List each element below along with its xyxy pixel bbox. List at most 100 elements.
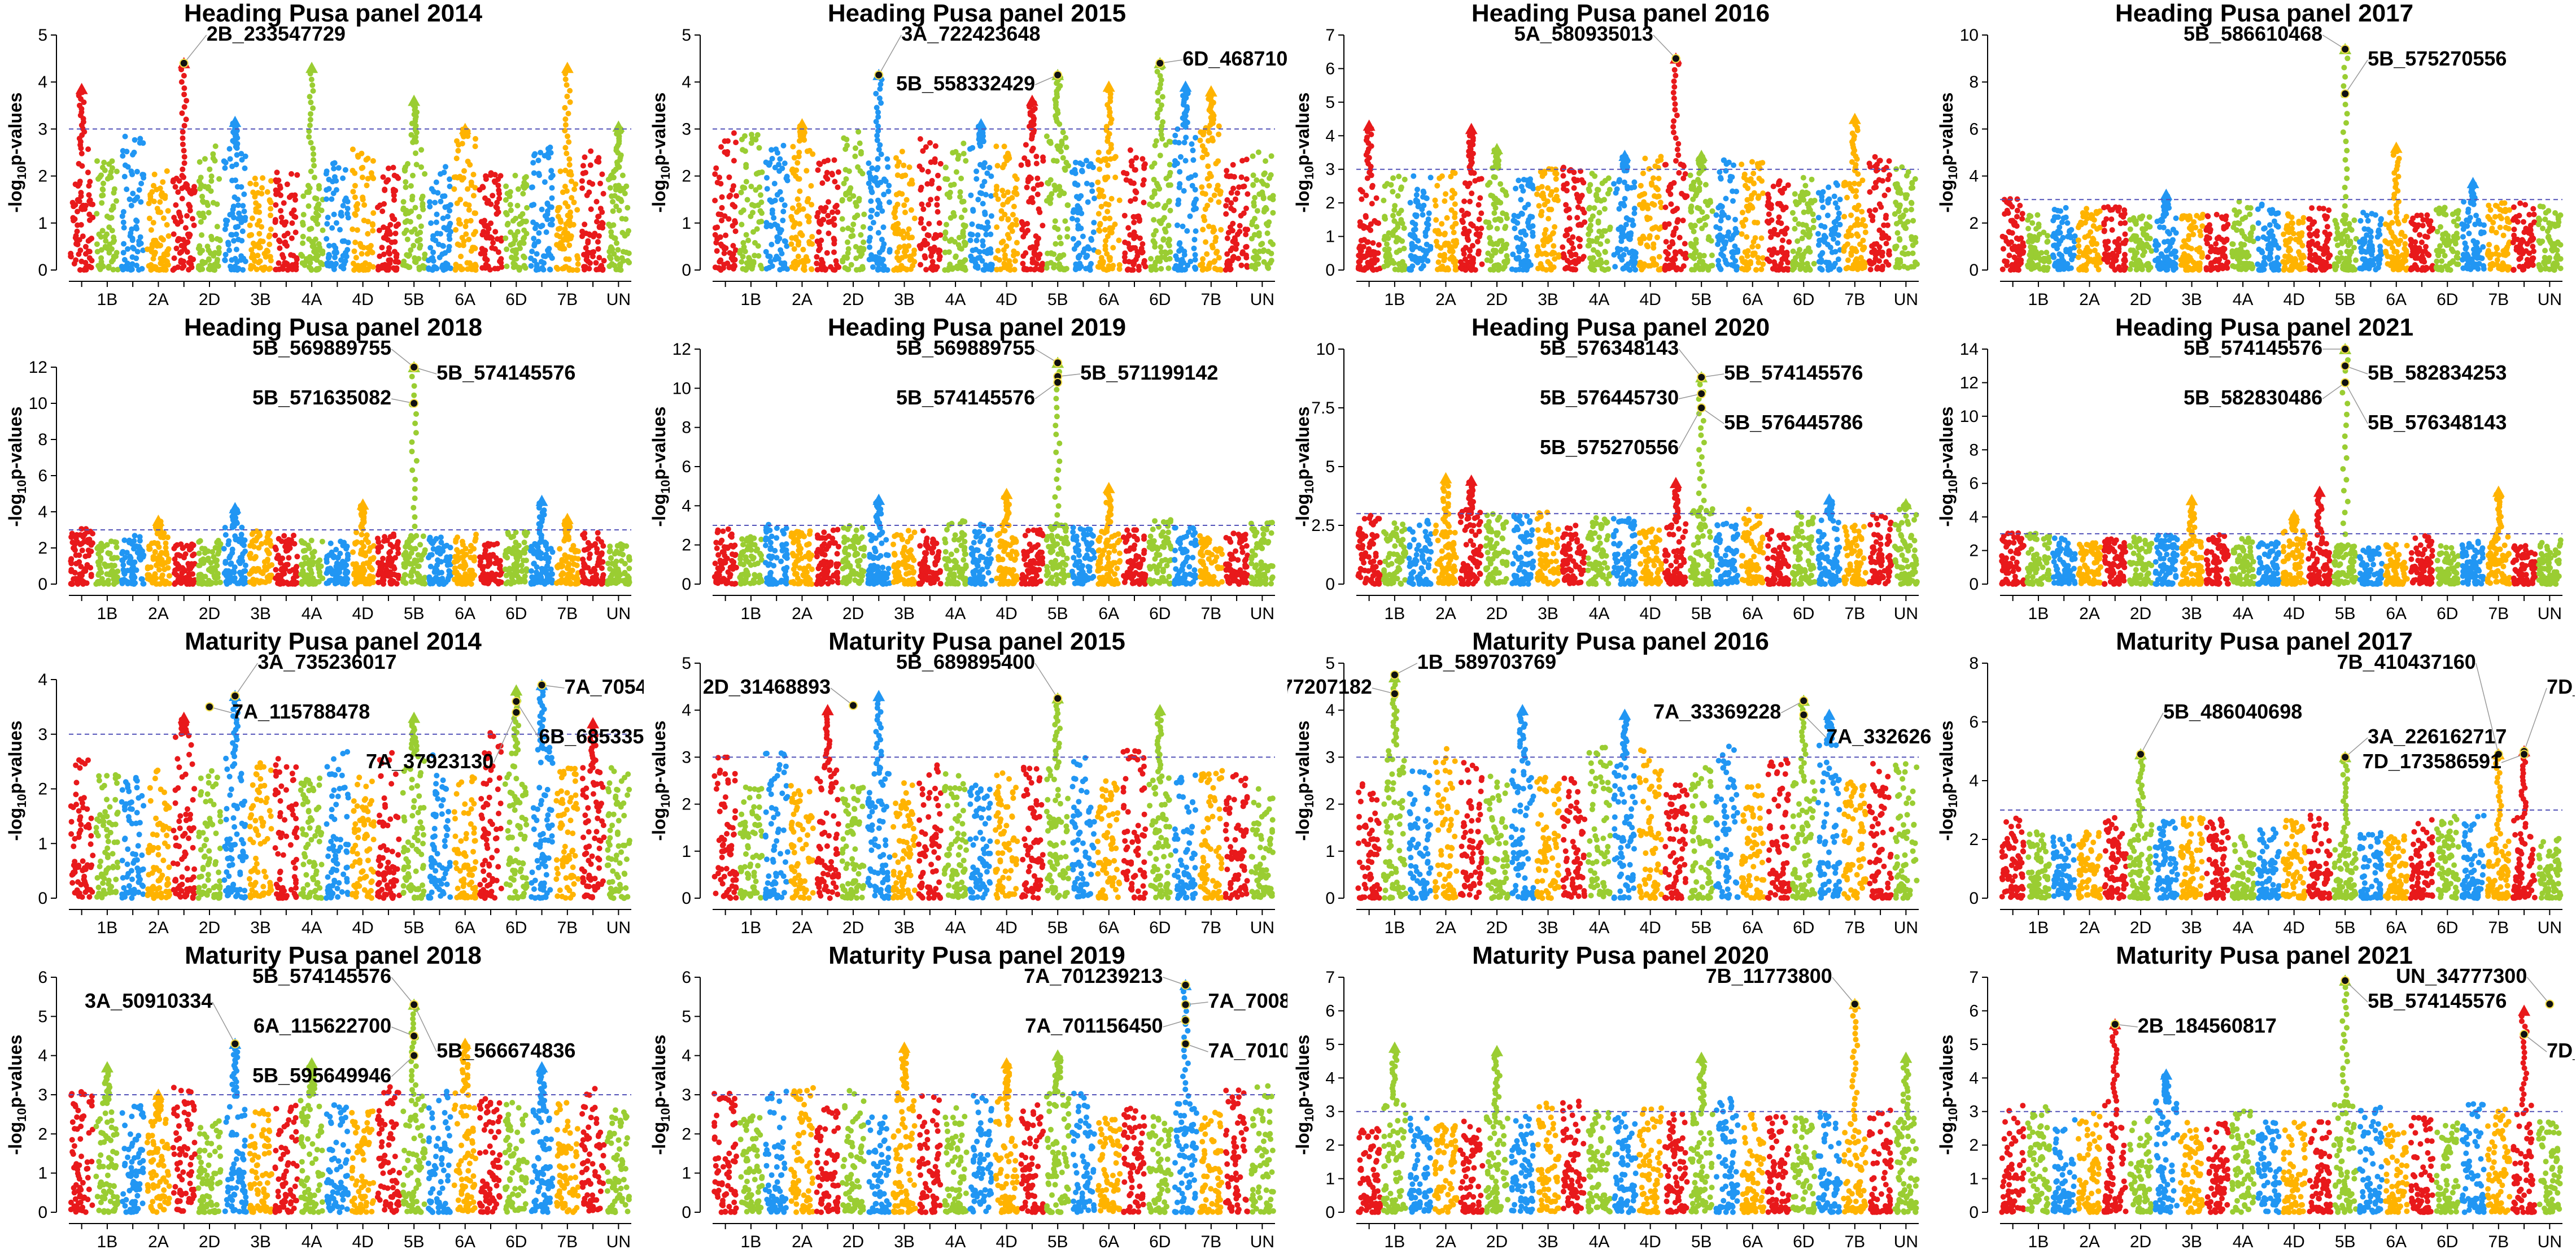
snp-point: [441, 169, 447, 176]
peak-marker: [796, 118, 809, 130]
snp-point: [802, 259, 809, 264]
snp-point: [732, 263, 738, 269]
snp-point: [968, 192, 974, 198]
snp-point: [1757, 166, 1763, 172]
snp-point: [1549, 230, 1556, 237]
snp-point: [103, 238, 109, 244]
snp-point: [276, 260, 282, 266]
snp-point: [238, 253, 244, 259]
snp-point: [1613, 190, 1619, 196]
snp-point: [433, 219, 439, 225]
snp-point: [1472, 178, 1478, 184]
snp-point: [1239, 250, 1246, 256]
snp-point: [721, 250, 727, 256]
snp-point: [567, 169, 574, 175]
snp-point: [1079, 168, 1085, 175]
snp-point: [979, 258, 985, 264]
snp-point: [809, 202, 815, 208]
snp-point: [573, 181, 579, 188]
snp-point: [1206, 223, 1212, 229]
snp-point: [1620, 234, 1626, 240]
snp-point: [555, 266, 561, 272]
snp-point: [121, 256, 128, 263]
snp-point: [1540, 242, 1547, 249]
snp-point: [1158, 77, 1164, 83]
snp-point: [1141, 199, 1147, 206]
snp-point: [566, 139, 572, 145]
snp-point: [866, 256, 872, 263]
snp-point: [980, 238, 986, 244]
snp-point: [180, 237, 186, 243]
snp-point: [796, 207, 802, 213]
snp-point: [969, 232, 975, 238]
snp-point: [1108, 142, 1114, 148]
snp-point: [1758, 235, 1765, 241]
snp-point: [835, 184, 841, 190]
snp-point: [564, 93, 570, 99]
snp-point: [1372, 257, 1378, 263]
snp-point: [1442, 232, 1448, 238]
snp-point: [1038, 181, 1044, 188]
snp-point: [78, 190, 84, 195]
snp-point: [810, 151, 816, 157]
snp-point: [1469, 190, 1475, 197]
snp-point: [1534, 191, 1540, 197]
snp-point: [482, 251, 488, 257]
snp-point: [531, 153, 537, 159]
snp-point: [829, 172, 835, 178]
snp-point: [180, 166, 186, 172]
snp-point: [1136, 263, 1142, 269]
snp-point: [498, 256, 504, 262]
snp-point: [983, 232, 989, 238]
snp-point: [1103, 157, 1109, 163]
snp-point: [1369, 201, 1375, 207]
snp-point: [280, 252, 285, 258]
snp-point: [906, 226, 912, 232]
snp-point: [1592, 173, 1598, 179]
snp-point: [1810, 211, 1816, 217]
snp-point: [997, 266, 1003, 272]
snp-point: [312, 255, 317, 262]
snp-point: [147, 196, 154, 202]
snp-point: [443, 164, 448, 170]
snp-point: [128, 202, 134, 208]
snp-point: [926, 221, 932, 227]
snp-point: [1795, 238, 1801, 244]
snp-point: [1805, 227, 1811, 233]
snp-point: [1063, 144, 1069, 150]
snp-point: [809, 241, 815, 247]
snp-point: [899, 149, 905, 155]
snp-point: [1548, 192, 1554, 198]
snp-point: [238, 219, 244, 225]
x-tick-label: 2D: [1486, 290, 1508, 309]
snp-point: [999, 164, 1006, 171]
snp-point: [1802, 182, 1809, 189]
snp-point: [198, 219, 204, 225]
snp-point: [1216, 123, 1222, 129]
snp-point: [78, 150, 85, 156]
snp-point: [1527, 183, 1533, 189]
snp-point: [1778, 260, 1784, 267]
snp-point: [1036, 206, 1042, 212]
snp-point: [1054, 158, 1060, 164]
snp-point: [491, 178, 497, 184]
snp-point: [444, 227, 450, 233]
snp-point: [360, 164, 366, 171]
snp-point: [986, 164, 993, 171]
snp-point: [520, 190, 526, 197]
snp-point: [282, 239, 289, 245]
snp-point: [845, 246, 852, 252]
snp-point: [235, 202, 241, 208]
snp-point: [538, 224, 544, 230]
snp-point: [566, 242, 573, 249]
snp-point: [858, 149, 864, 155]
snp-point: [226, 146, 233, 152]
snp-point: [1011, 203, 1017, 210]
y-axis-label: -log10p-values: [649, 93, 673, 213]
snp-point: [1163, 256, 1169, 263]
snp-point: [1254, 253, 1260, 259]
snp-point: [1632, 260, 1639, 266]
snp-point: [1047, 140, 1054, 146]
snp-point: [1468, 267, 1474, 273]
snp-point: [981, 249, 988, 255]
